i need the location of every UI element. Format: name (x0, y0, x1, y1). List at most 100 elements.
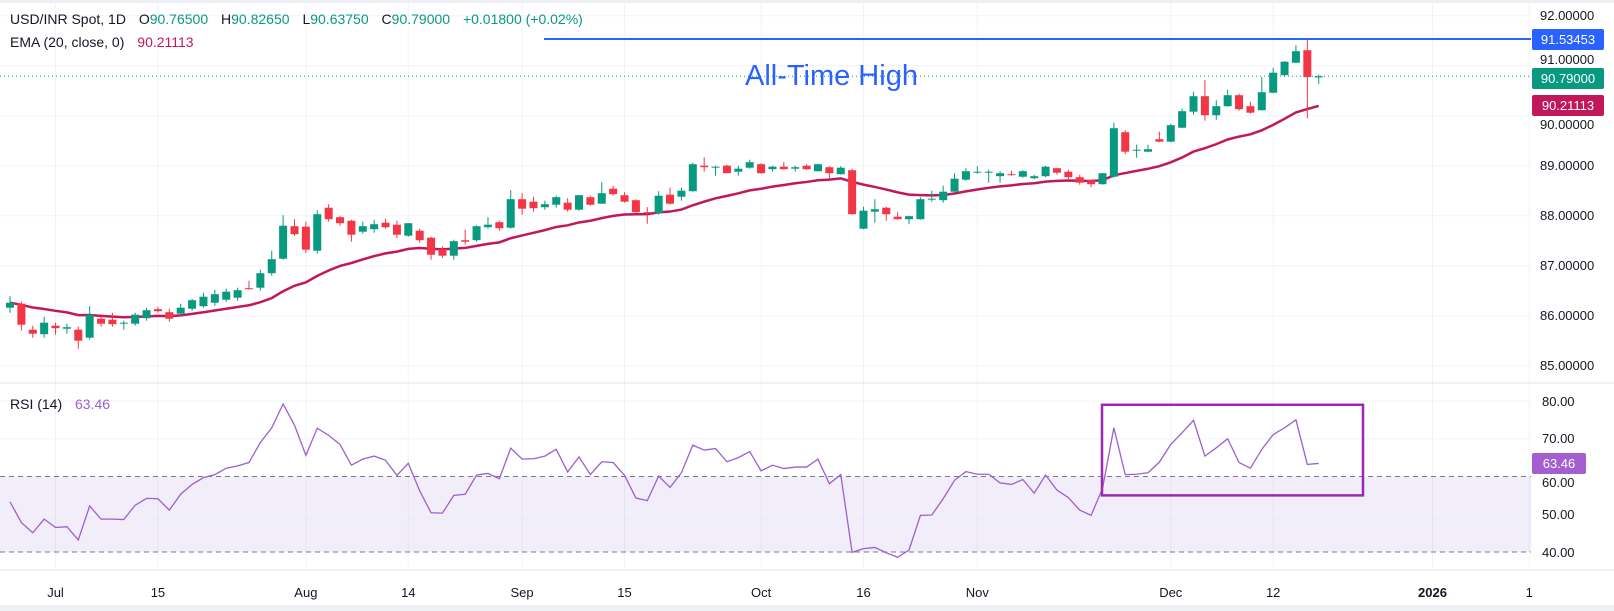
candle-body (336, 217, 345, 224)
candle-up (85, 306, 94, 340)
candle-down (347, 219, 356, 242)
candle-body (1303, 50, 1312, 78)
candle-up (905, 215, 914, 225)
candle-body (859, 210, 868, 229)
overlays (0, 37, 1531, 77)
candle-body (609, 188, 618, 195)
candle-body (404, 223, 413, 236)
candle-down (825, 166, 834, 179)
candle-up (472, 225, 481, 242)
candle-up (404, 223, 413, 237)
time-tick-label: 16 (856, 585, 871, 600)
candle-body (449, 241, 458, 256)
candle-up (1178, 108, 1187, 129)
candle-body (62, 327, 71, 329)
candle-up (222, 288, 231, 302)
candle-body (688, 164, 697, 192)
candle-body (529, 201, 538, 209)
candle-body (1007, 174, 1016, 176)
candle-body (586, 197, 595, 205)
high-value: 90.82650 (231, 11, 290, 27)
candle-down (1200, 80, 1209, 121)
candle-body (1075, 177, 1084, 183)
candle-body (1189, 96, 1198, 112)
candle-up (1018, 170, 1027, 178)
candle-up (745, 159, 754, 169)
candle-body (267, 259, 276, 274)
open-label: O (138, 11, 150, 27)
candle-body (848, 170, 857, 215)
ath-price-tag: 91.53453 (1532, 29, 1604, 50)
candle-body (199, 296, 208, 307)
candle-body (6, 302, 14, 308)
candle-down (700, 157, 709, 172)
candle-body (370, 224, 379, 230)
candle-up (1098, 173, 1107, 185)
candle-body (415, 230, 424, 241)
candle-body (575, 195, 583, 210)
rsi-legend[interactable]: RSI (14) 63.46 (10, 396, 110, 412)
candle-body (461, 240, 470, 242)
candle-body (984, 171, 993, 173)
candle-body (1144, 149, 1152, 152)
rsi-tick-label: 50.00 (1542, 506, 1575, 522)
candle-up (961, 168, 970, 181)
candle-body (483, 224, 492, 228)
candle-body (1052, 168, 1061, 173)
candle-body (119, 322, 128, 324)
candle-body (381, 222, 390, 228)
candle-down (586, 195, 595, 206)
rsi-tick-label: 70.00 (1542, 431, 1575, 447)
candle-body (927, 198, 936, 200)
candle-up (199, 292, 208, 308)
candle-body (563, 202, 572, 210)
candle-body (1291, 51, 1300, 63)
symbol-legend[interactable]: USD/INR Spot, 1D O90.76500 H90.82650 L90… (10, 11, 583, 27)
candle-up (1212, 100, 1221, 120)
candle-body (427, 237, 436, 255)
time-tick-label: 2026 (1418, 585, 1447, 600)
candle-up (597, 182, 606, 204)
candle-body (1280, 61, 1289, 76)
price-tick-label: 85.00000 (1540, 358, 1595, 374)
candle-up (836, 166, 845, 175)
candle-up (370, 219, 379, 233)
candle-up (313, 210, 322, 254)
price-tick-label: 92.00000 (1540, 8, 1595, 24)
ema-label: EMA (20, close, 0) (10, 34, 125, 50)
candle-body (700, 165, 709, 168)
candle-up (1269, 67, 1278, 94)
candle-up (1144, 144, 1152, 153)
candle-down (631, 199, 640, 213)
candle-body (1246, 106, 1255, 113)
candle-up (1189, 91, 1198, 115)
candle-up (119, 320, 128, 330)
ema-legend[interactable]: EMA (20, close, 0) 90.21113 (10, 34, 194, 50)
candle-down (51, 322, 60, 335)
candle-body (1018, 171, 1027, 177)
candle-body (108, 319, 117, 325)
candle-body (677, 190, 686, 197)
candle-body (1166, 125, 1175, 142)
time-tick-label: Nov (965, 585, 989, 600)
candle-down (1052, 167, 1061, 175)
candle-down (882, 206, 891, 221)
price-tick-label: 87.00000 (1540, 258, 1595, 274)
candle-down (74, 326, 83, 349)
candle-body (734, 168, 743, 172)
candle-up (176, 303, 185, 316)
time-tick-label: 15 (617, 585, 632, 600)
candle-up (6, 296, 14, 313)
candle-down (392, 220, 401, 239)
bottom-border (0, 605, 1614, 611)
candle-body (1235, 95, 1244, 110)
candle-body (1223, 95, 1232, 107)
candle-body (870, 209, 879, 212)
candle-body (188, 300, 197, 309)
candle-body (768, 166, 777, 170)
candle-body (313, 214, 322, 251)
candle-down (1007, 170, 1016, 176)
candle-body (1109, 128, 1118, 177)
candle-up (1041, 165, 1050, 178)
